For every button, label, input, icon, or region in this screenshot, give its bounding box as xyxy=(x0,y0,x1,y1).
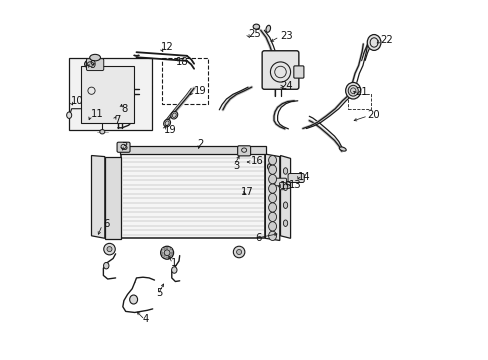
Bar xyxy=(69,58,151,130)
Ellipse shape xyxy=(283,184,287,190)
Text: 22: 22 xyxy=(380,35,392,45)
Text: 25: 25 xyxy=(247,29,260,39)
Ellipse shape xyxy=(268,222,276,231)
Circle shape xyxy=(236,249,241,255)
Text: 24: 24 xyxy=(280,81,292,91)
FancyBboxPatch shape xyxy=(293,66,303,78)
Text: 17: 17 xyxy=(241,186,253,197)
Ellipse shape xyxy=(87,62,94,66)
Ellipse shape xyxy=(268,184,276,193)
FancyBboxPatch shape xyxy=(262,51,298,89)
Bar xyxy=(169,248,171,250)
Bar xyxy=(162,255,164,257)
Bar xyxy=(161,252,163,254)
Circle shape xyxy=(103,243,115,255)
Ellipse shape xyxy=(84,60,96,68)
Text: 6: 6 xyxy=(255,233,261,243)
Text: 21: 21 xyxy=(355,87,367,97)
Ellipse shape xyxy=(268,203,276,212)
Text: 9: 9 xyxy=(89,60,95,70)
Text: 4: 4 xyxy=(142,314,149,324)
Ellipse shape xyxy=(170,111,177,119)
Text: 7: 7 xyxy=(114,114,121,125)
Polygon shape xyxy=(280,156,290,238)
Bar xyxy=(171,252,173,254)
Ellipse shape xyxy=(339,147,346,151)
Text: 19: 19 xyxy=(193,86,206,96)
Ellipse shape xyxy=(268,165,276,174)
Ellipse shape xyxy=(268,156,276,165)
Text: 6: 6 xyxy=(103,219,109,229)
Text: 10: 10 xyxy=(71,96,83,106)
FancyBboxPatch shape xyxy=(117,142,130,152)
Polygon shape xyxy=(265,154,279,240)
Text: 23: 23 xyxy=(279,31,292,41)
Ellipse shape xyxy=(267,164,270,170)
Bar xyxy=(81,66,134,123)
Ellipse shape xyxy=(103,262,109,269)
Ellipse shape xyxy=(347,85,358,96)
FancyBboxPatch shape xyxy=(279,183,285,190)
Text: 14: 14 xyxy=(297,172,310,182)
Ellipse shape xyxy=(163,119,170,127)
Text: 18: 18 xyxy=(176,57,188,67)
Bar xyxy=(166,257,168,259)
Circle shape xyxy=(107,247,112,252)
Ellipse shape xyxy=(268,193,276,203)
FancyBboxPatch shape xyxy=(287,174,304,183)
Polygon shape xyxy=(104,157,121,239)
Ellipse shape xyxy=(345,82,360,99)
Ellipse shape xyxy=(283,168,287,174)
Text: 16: 16 xyxy=(250,156,263,166)
Circle shape xyxy=(233,246,244,258)
Text: 5: 5 xyxy=(156,288,163,298)
FancyBboxPatch shape xyxy=(274,178,286,186)
Ellipse shape xyxy=(268,174,276,184)
FancyBboxPatch shape xyxy=(237,146,250,156)
Ellipse shape xyxy=(100,130,104,134)
Ellipse shape xyxy=(283,202,287,208)
Text: 3: 3 xyxy=(232,161,239,171)
Ellipse shape xyxy=(171,267,177,273)
Ellipse shape xyxy=(253,24,259,29)
Text: 2: 2 xyxy=(197,139,203,149)
Bar xyxy=(166,247,168,249)
Text: 15: 15 xyxy=(279,181,292,191)
Ellipse shape xyxy=(268,231,276,240)
Ellipse shape xyxy=(268,212,276,222)
Text: 11: 11 xyxy=(90,109,103,120)
Ellipse shape xyxy=(283,220,287,226)
Text: 13: 13 xyxy=(288,180,301,190)
Circle shape xyxy=(164,250,170,256)
Text: 1: 1 xyxy=(170,258,177,268)
Polygon shape xyxy=(91,156,104,238)
Bar xyxy=(162,248,164,250)
Ellipse shape xyxy=(265,25,270,32)
Circle shape xyxy=(160,246,173,259)
Text: 20: 20 xyxy=(366,110,379,120)
FancyBboxPatch shape xyxy=(86,59,103,71)
Bar xyxy=(120,146,265,154)
Text: 3: 3 xyxy=(121,141,127,152)
Ellipse shape xyxy=(129,295,137,304)
Bar xyxy=(169,255,171,257)
Polygon shape xyxy=(121,154,265,238)
Text: 12: 12 xyxy=(161,42,173,52)
Text: 19: 19 xyxy=(163,125,176,135)
Ellipse shape xyxy=(66,112,72,118)
Ellipse shape xyxy=(366,35,380,50)
Text: 8: 8 xyxy=(121,104,127,114)
Ellipse shape xyxy=(89,54,101,61)
